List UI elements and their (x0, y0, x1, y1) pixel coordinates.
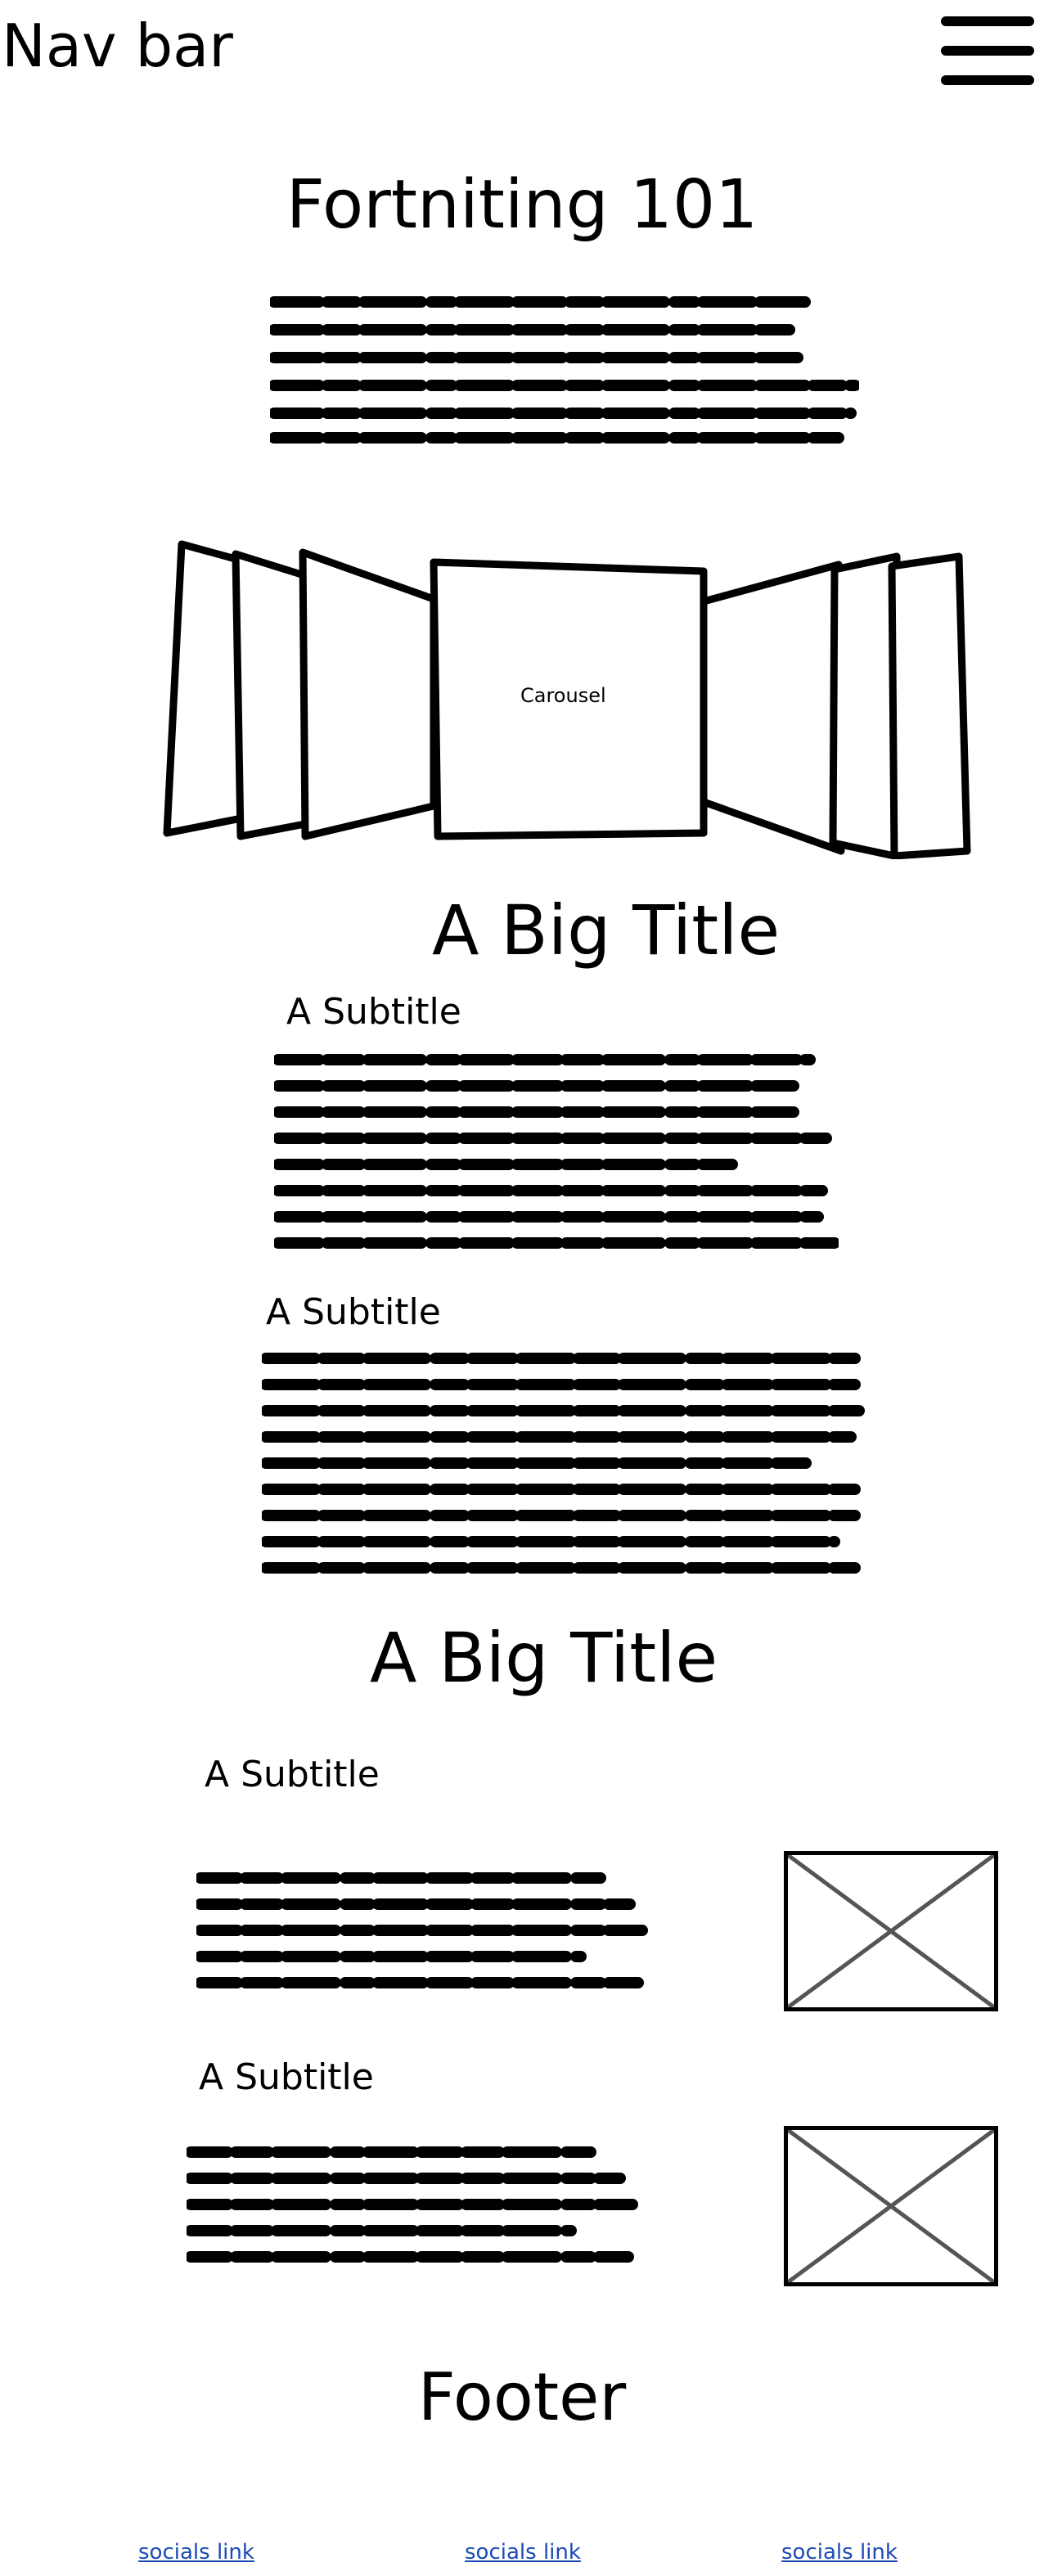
nav-bar-title: Nav bar (2, 11, 233, 80)
body-text-scribble (196, 1872, 648, 1988)
section-subtitle: A Subtitle (199, 2056, 374, 2098)
socials-link[interactable]: socials link (781, 2540, 898, 2565)
section-title: A Big Title (370, 1618, 718, 1698)
section-subtitle: A Subtitle (205, 1754, 380, 1795)
carousel[interactable] (155, 532, 982, 859)
intro-text-scribble (270, 296, 859, 444)
body-text-scribble (274, 1054, 839, 1249)
socials-link[interactable]: socials link (138, 2540, 254, 2565)
hamburger-menu-icon[interactable] (941, 10, 1037, 92)
socials-link[interactable]: socials link (465, 2540, 581, 2565)
body-text-scribble (187, 2146, 638, 2263)
carousel-label: Carousel (520, 684, 606, 707)
image-placeholder-icon (784, 1851, 998, 2011)
page-title: Fortniting 101 (286, 166, 758, 244)
section-title: A Big Title (432, 890, 781, 971)
section-subtitle: A Subtitle (286, 991, 461, 1033)
image-placeholder-icon (784, 2126, 998, 2286)
body-text-scribble (262, 1353, 865, 1574)
section-subtitle: A Subtitle (266, 1291, 441, 1333)
footer-title: Footer (417, 2359, 627, 2435)
